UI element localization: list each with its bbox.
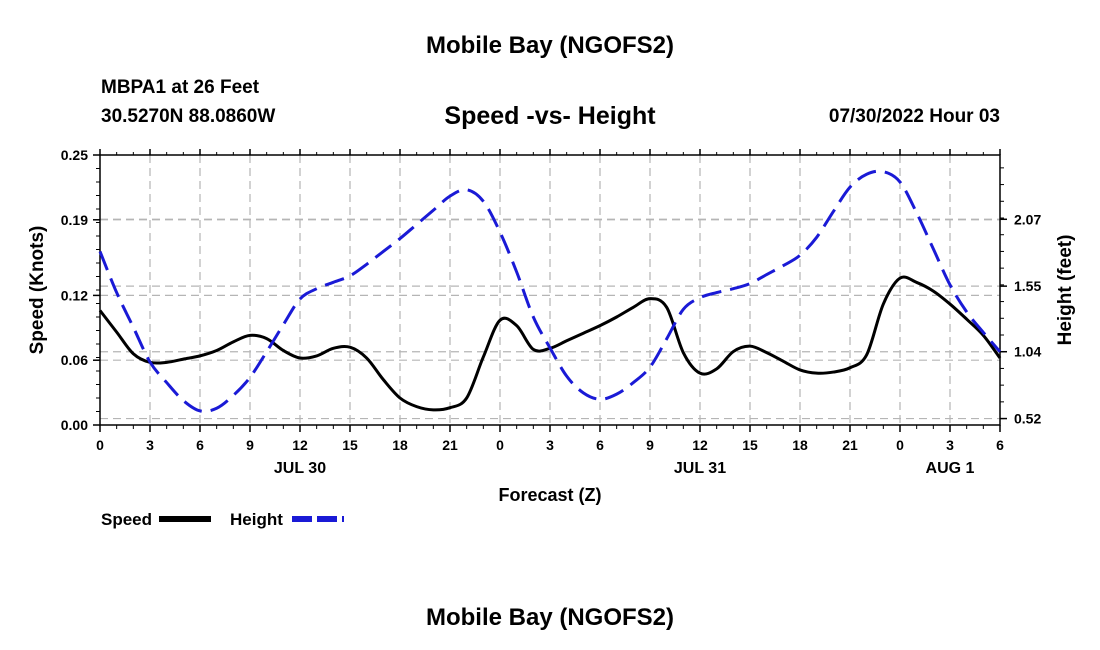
x-tick-label: 21 (442, 437, 458, 453)
y-right-tick-label: 1.04 (1014, 344, 1041, 360)
x-tick-label: 6 (596, 437, 604, 453)
x-tick-label: 15 (342, 437, 358, 453)
station-label: MBPA1 at 26 Feet (101, 77, 260, 98)
y-right-tick-label: 0.52 (1014, 411, 1041, 427)
grid-lines (100, 155, 1000, 425)
x-tick-label: 3 (546, 437, 554, 453)
speed-height-chart: 0 3 6 9 12 15 18 21 0 3 6 9 12 15 18 21 0 3 6 JUL 30 JUL 31 A… (27, 147, 1076, 529)
y-right-axis-title: Height (feet) (1055, 235, 1076, 346)
y-left-tick-label: 0.00 (61, 417, 88, 433)
chart-title: Speed -vs- Height (444, 102, 656, 130)
x-tick-label: 6 (996, 437, 1004, 453)
x-tick-label: 9 (246, 437, 254, 453)
y-left-tick-label: 0.12 (61, 287, 88, 303)
x-tick-label: 9 (646, 437, 654, 453)
page-title: Mobile Bay (NGOFS2) (425, 32, 675, 59)
series-line-height (98, 169, 1002, 413)
date-label: JUL 30 (274, 460, 326, 477)
y-left-tick-label: 0.06 (61, 352, 88, 368)
y-left-tick-label: 0.25 (61, 147, 88, 163)
x-tick-label: 6 (196, 437, 204, 453)
legend-label-speed: Speed (101, 510, 152, 529)
legend-label-height: Height (230, 510, 283, 529)
y-right-tick-label: 1.55 (1014, 278, 1041, 294)
y-left-tick-label: 0.19 (61, 212, 88, 228)
coordinates-label: 30.5270N 88.0860W (101, 106, 276, 127)
y-left-axis-title: Speed (Knots) (27, 226, 48, 355)
footer-title: Mobile Bay (NGOFS2) (425, 604, 675, 631)
axes: 0 3 6 9 12 15 18 21 0 3 6 9 12 15 18 21 0 3 6 JUL 30 JUL 31 A… (27, 147, 1076, 505)
legend: Speed Height (101, 510, 344, 529)
series-group (98, 169, 1002, 413)
x-tick-label: 3 (946, 437, 954, 453)
timestamp-label: 07/30/2022 Hour 03 (828, 106, 1000, 127)
x-tick-label: 0 (896, 437, 904, 453)
date-label: AUG 1 (926, 460, 975, 477)
y-right-tick-label: 2.07 (1014, 211, 1041, 227)
x-tick-label: 18 (792, 437, 808, 453)
x-tick-label: 21 (842, 437, 858, 453)
x-tick-label: 12 (292, 437, 308, 453)
x-tick-label: 0 (496, 437, 504, 453)
x-tick-label: 12 (692, 437, 708, 453)
x-axis-title: Forecast (Z) (498, 485, 601, 505)
x-tick-label: 15 (742, 437, 758, 453)
date-label: JUL 31 (674, 460, 726, 477)
x-tick-label: 18 (392, 437, 408, 453)
x-tick-label: 3 (146, 437, 154, 453)
x-tick-label: 0 (96, 437, 104, 453)
